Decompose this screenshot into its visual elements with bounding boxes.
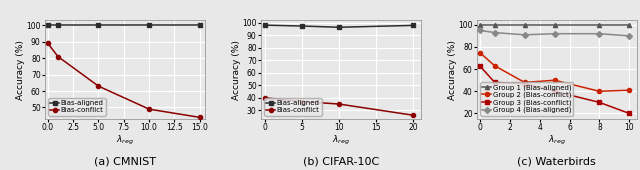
Bias-aligned <box>95 24 102 26</box>
Text: (a) CMNIST: (a) CMNIST <box>94 156 156 166</box>
Y-axis label: Accuracy (%): Accuracy (%) <box>16 40 25 100</box>
Legend: Group 1 (Bias-aligned), Group 2 (Bias-conflict), Group 3 (Bias-conflict), Group : Group 1 (Bias-aligned), Group 2 (Bias-co… <box>480 82 573 116</box>
Group 1 (Bias-aligned) <box>476 24 484 26</box>
Group 2 (Bias-conflict) <box>521 81 529 83</box>
Group 2 (Bias-conflict) <box>491 65 499 67</box>
Bias-conflict <box>44 42 52 44</box>
Bias-conflict <box>335 103 343 105</box>
Group 4 (Bias-aligned) <box>491 32 499 34</box>
Line: Bias-conflict: Bias-conflict <box>45 41 202 120</box>
Line: Group 1 (Bias-aligned): Group 1 (Bias-aligned) <box>477 23 632 27</box>
Bias-aligned <box>410 24 417 26</box>
Group 3 (Bias-conflict) <box>550 90 558 92</box>
Group 2 (Bias-conflict) <box>550 79 558 81</box>
Group 1 (Bias-aligned) <box>625 24 633 26</box>
Bias-aligned <box>54 24 62 26</box>
Bias-aligned <box>145 24 153 26</box>
Group 4 (Bias-aligned) <box>476 29 484 31</box>
Bias-conflict <box>196 116 204 118</box>
Line: Group 3 (Bias-conflict): Group 3 (Bias-conflict) <box>477 64 632 116</box>
X-axis label: $\lambda_{reg}$: $\lambda_{reg}$ <box>116 134 134 147</box>
Bias-conflict <box>54 56 62 58</box>
Bias-aligned <box>335 26 343 28</box>
Group 1 (Bias-aligned) <box>596 24 604 26</box>
Bias-aligned <box>196 24 204 26</box>
Group 3 (Bias-conflict) <box>521 82 529 84</box>
Bias-conflict <box>410 114 417 116</box>
Group 4 (Bias-aligned) <box>521 34 529 36</box>
X-axis label: $\lambda_{reg}$: $\lambda_{reg}$ <box>332 134 350 147</box>
Group 3 (Bias-conflict) <box>476 65 484 67</box>
Line: Group 4 (Bias-aligned): Group 4 (Bias-aligned) <box>477 28 632 38</box>
Group 3 (Bias-conflict) <box>491 81 499 83</box>
Group 2 (Bias-conflict) <box>476 52 484 54</box>
Group 4 (Bias-aligned) <box>625 35 633 37</box>
Group 3 (Bias-conflict) <box>596 101 604 103</box>
Bias-aligned <box>44 24 52 26</box>
Bias-conflict <box>95 85 102 87</box>
Line: Bias-conflict: Bias-conflict <box>262 96 415 117</box>
Group 1 (Bias-aligned) <box>491 24 499 26</box>
Group 4 (Bias-aligned) <box>550 33 558 35</box>
Bias-aligned <box>298 25 305 27</box>
Y-axis label: Accuracy (%): Accuracy (%) <box>448 40 457 100</box>
Y-axis label: Accuracy (%): Accuracy (%) <box>232 40 241 100</box>
Group 2 (Bias-conflict) <box>596 90 604 92</box>
Line: Bias-aligned: Bias-aligned <box>45 23 202 27</box>
Group 1 (Bias-aligned) <box>521 24 529 26</box>
Bias-aligned <box>260 24 268 26</box>
Text: (c) Waterbirds: (c) Waterbirds <box>517 156 596 166</box>
Text: (b) CIFAR-10C: (b) CIFAR-10C <box>303 156 379 166</box>
Line: Group 2 (Bias-conflict): Group 2 (Bias-conflict) <box>477 50 632 93</box>
Group 2 (Bias-conflict) <box>625 89 633 91</box>
Bias-conflict <box>145 108 153 110</box>
Line: Bias-aligned: Bias-aligned <box>262 23 415 29</box>
Bias-conflict <box>298 100 305 103</box>
Legend: Bias-aligned, Bias-conflict: Bias-aligned, Bias-conflict <box>264 98 322 116</box>
Group 1 (Bias-aligned) <box>550 24 558 26</box>
Group 4 (Bias-aligned) <box>596 33 604 35</box>
Bias-conflict <box>260 97 268 99</box>
Legend: Bias-aligned, Bias-conflict: Bias-aligned, Bias-conflict <box>48 98 106 116</box>
X-axis label: $\lambda_{reg}$: $\lambda_{reg}$ <box>548 134 566 147</box>
Group 3 (Bias-conflict) <box>625 112 633 114</box>
